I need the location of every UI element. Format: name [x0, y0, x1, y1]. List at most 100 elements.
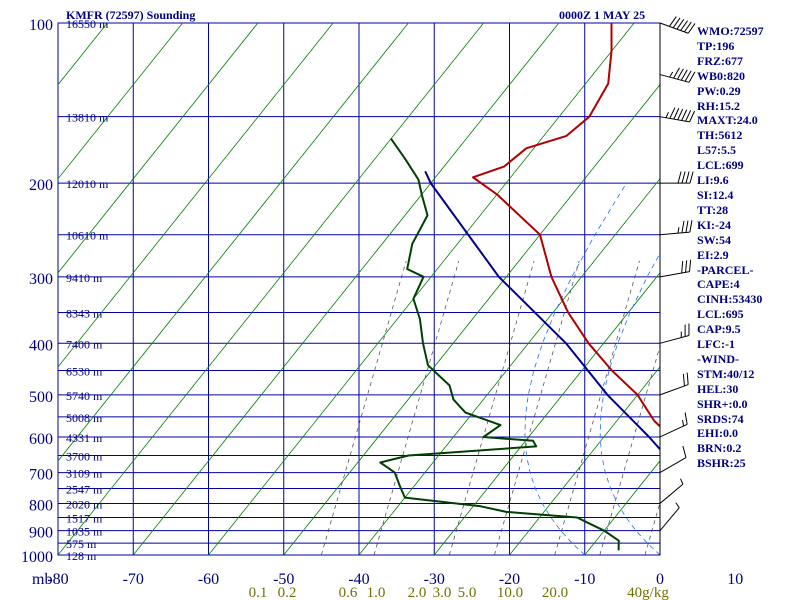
wind-barb-flag — [677, 227, 680, 234]
wind-barb-flag — [676, 68, 684, 80]
index-item: TH:5612 — [697, 128, 743, 143]
index-item: SRDS:74 — [697, 411, 744, 426]
wind-barb-flag — [673, 108, 680, 120]
wind-barb-flag — [685, 260, 688, 273]
height-label: 1517 m — [66, 511, 103, 525]
index-item: FRZ:677 — [697, 53, 743, 68]
wind-barb — [659, 259, 692, 278]
x-tick-label: -50 — [273, 571, 294, 588]
height-label: 5740 m — [66, 389, 103, 403]
wind-barb-flag — [676, 19, 685, 30]
height-label: 3700 m — [66, 449, 103, 463]
height-label: 16550 m — [66, 17, 109, 31]
wind-barb-shaft — [659, 507, 680, 531]
mixing-ratio-label: 0.2 — [278, 585, 297, 600]
wind-barb-flag — [685, 220, 689, 233]
indices-list: WMO:72597 TP:196 FRZ:677 WB0:820 PW:0.29 RH:1… — [697, 24, 764, 471]
wind-barb-shaft — [659, 335, 690, 344]
index-item: EHI:0.0 — [697, 426, 739, 441]
index-item: EI:2.9 — [697, 247, 729, 262]
dry-adiabat-line — [358, 178, 660, 555]
wind-barb — [659, 372, 689, 396]
x-tick-label: -70 — [123, 571, 144, 588]
height-label: 9410 m — [66, 271, 103, 285]
mixing-ratio-label: 0.1 — [249, 585, 268, 600]
index-item: L57:5.5 — [697, 143, 736, 158]
x-axis-prefix: mb — [32, 571, 52, 588]
grid — [57, 22, 661, 556]
dry-adiabat-line — [283, 84, 660, 555]
mixing-ratio-label: 5.0 — [458, 585, 477, 600]
wind-barb-shaft — [659, 483, 684, 504]
mixing-ratio-label: 0.6 — [339, 585, 358, 600]
index-item: LI:9.6 — [697, 173, 729, 188]
index-item: BSHR:25 — [697, 456, 746, 471]
wind-barb-flag — [681, 171, 686, 184]
index-item: LCL:695 — [697, 307, 744, 322]
wind-barb-flag — [665, 112, 669, 118]
wind-barb — [659, 478, 684, 504]
wind-barb-flag — [680, 69, 688, 81]
wind-barb — [659, 502, 680, 531]
height-label: 128 m — [66, 549, 97, 563]
x-tick-label: 0 — [656, 571, 664, 588]
pressure-tick-label: 200 — [29, 177, 53, 194]
moist-adiabat-line — [599, 252, 660, 555]
index-item: TT:28 — [697, 202, 729, 217]
wind-barb — [659, 323, 690, 344]
x-tick-label: -20 — [499, 571, 520, 588]
wind-barb-flag — [684, 21, 692, 33]
wind-barb-shaft — [659, 74, 690, 83]
wind-barb-flag — [672, 17, 681, 29]
wind-barb — [659, 67, 696, 83]
index-item: TP:196 — [697, 38, 735, 53]
index-item: -WIND- — [697, 351, 739, 366]
wind-barb-flag — [673, 67, 680, 79]
mixing-ratio-line — [644, 501, 660, 555]
mixing-ratio-label: 3.0 — [433, 585, 452, 600]
wind-barb-flag — [669, 71, 674, 78]
index-item: BRN:0.2 — [697, 441, 742, 456]
wind-barb — [659, 107, 696, 123]
x-tick-label: -30 — [424, 571, 445, 588]
dry-adiabat-line — [208, 23, 635, 555]
x-tick-label: -10 — [574, 571, 595, 588]
dry-adiabat-line — [584, 460, 660, 555]
wind-barb-flag — [682, 419, 685, 427]
dry-adiabat-line — [58, 23, 334, 368]
index-item: CAP:9.5 — [697, 322, 741, 337]
wind-barb-flag — [681, 109, 688, 121]
series-temperature-line — [472, 23, 660, 428]
index-item: MAXT:24.0 — [697, 113, 758, 128]
mixing-ratio-label: 10.0 — [497, 585, 523, 600]
chart-title: KMFR (72597) Sounding — [66, 8, 196, 22]
wind-barb-flag — [684, 412, 688, 425]
mixing-ratio-label: 40g/kg — [627, 585, 669, 600]
index-item: SI:12.4 — [697, 187, 734, 202]
height-label: 12010 m — [66, 177, 109, 191]
height-label: 2020 m — [66, 497, 103, 511]
wind-barb-flag — [689, 259, 692, 272]
dry-adiabat-line — [0, 23, 32, 555]
wind-barb-shaft — [659, 384, 689, 396]
dry-adiabat-line — [58, 23, 183, 180]
wind-barb-flag — [668, 16, 677, 27]
pressure-tick-label: 800 — [29, 497, 53, 514]
height-label: 2547 m — [66, 483, 103, 497]
dry-adiabat-line — [433, 272, 660, 555]
mixing-ratio-label: 1.0 — [367, 585, 386, 600]
wind-barb-shaft — [659, 271, 690, 278]
mixing-ratio-label: 2.0 — [408, 585, 427, 600]
wind-barb-flag — [687, 23, 696, 34]
dry-adiabat-line — [58, 23, 409, 462]
wind-barb-shaft — [659, 423, 688, 438]
height-label: 8343 m — [66, 306, 103, 320]
x-tick-label: 10 — [727, 571, 743, 588]
height-label: 3109 m — [66, 467, 103, 481]
mixing-ratio-label: 20.0 — [542, 585, 568, 600]
index-item: CAPE:4 — [697, 277, 740, 292]
wind-barb-shaft — [659, 231, 690, 236]
wind-barb — [659, 220, 693, 236]
height-label: 5008 m — [66, 411, 103, 425]
wind-barb-flag — [677, 171, 682, 184]
